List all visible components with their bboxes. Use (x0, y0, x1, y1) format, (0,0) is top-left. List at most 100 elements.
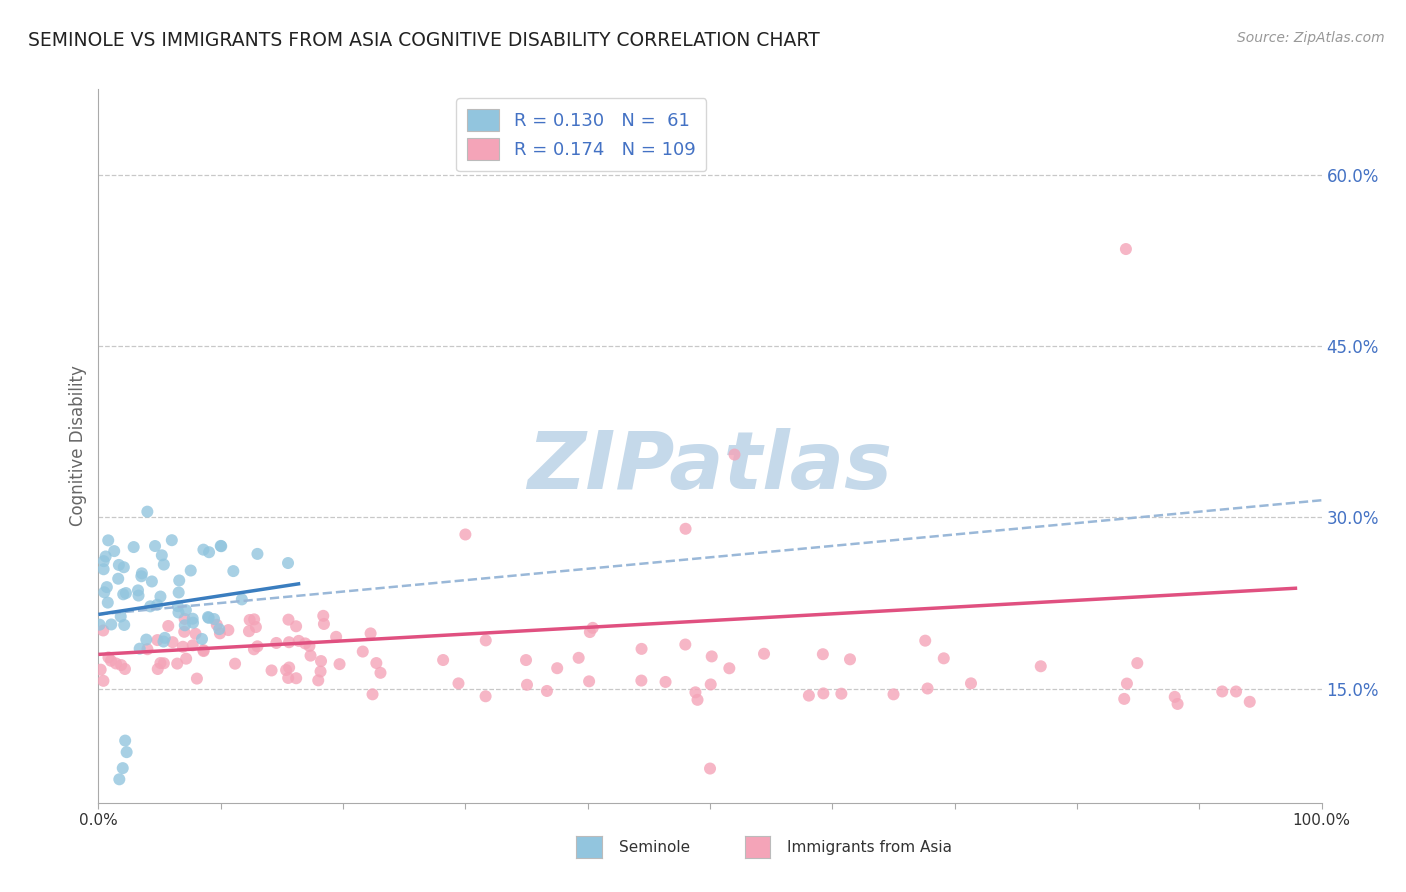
Point (153, 631, 176, 645)
Point (167, 606, 190, 620)
Point (312, 608, 335, 623)
Point (699, 677, 721, 691)
Point (197, 611, 219, 625)
Point (1211, 684, 1233, 698)
Text: Source: ZipAtlas.com: Source: ZipAtlas.com (1237, 31, 1385, 45)
Point (224, 657, 246, 671)
Point (135, 632, 157, 647)
Point (294, 636, 316, 650)
Point (162, 635, 184, 649)
Point (309, 654, 332, 668)
Point (208, 622, 231, 636)
Point (309, 665, 332, 679)
Point (277, 613, 299, 627)
Point (352, 644, 374, 658)
Point (149, 590, 172, 604)
Point (298, 639, 321, 653)
Point (883, 687, 905, 701)
Point (209, 539, 232, 553)
Point (231, 592, 253, 607)
Point (1114, 692, 1136, 706)
Point (285, 619, 308, 633)
Point (112, 618, 135, 632)
Point (474, 690, 496, 704)
Point (568, 650, 591, 665)
Point (152, 634, 174, 648)
Text: SEMINOLE VS IMMIGRANTS FROM ASIA COGNITIVE DISABILITY CORRELATION CHART: SEMINOLE VS IMMIGRANTS FROM ASIA COGNITI… (28, 31, 820, 50)
Point (1116, 676, 1139, 690)
Point (193, 643, 215, 657)
Point (370, 665, 392, 680)
Point (167, 585, 190, 599)
Point (96, 580, 118, 594)
Point (361, 687, 384, 701)
Point (131, 569, 153, 583)
Point (166, 657, 188, 671)
Text: Immigrants from Asia: Immigrants from Asia (787, 840, 952, 855)
Point (307, 673, 329, 688)
Point (266, 636, 288, 650)
Point (515, 653, 537, 667)
Point (813, 686, 835, 700)
Point (180, 564, 202, 578)
Point (1225, 684, 1247, 698)
Point (1126, 656, 1149, 670)
Point (432, 653, 454, 667)
Point (128, 589, 150, 603)
Point (202, 612, 225, 626)
Point (128, 641, 150, 656)
Point (285, 671, 308, 685)
Point (797, 689, 820, 703)
Point (718, 661, 741, 675)
Point (299, 648, 322, 663)
Point (193, 542, 215, 557)
Text: ZIPatlas: ZIPatlas (527, 428, 893, 507)
Point (110, 609, 132, 624)
Point (312, 617, 335, 632)
Point (277, 671, 299, 685)
Text: Seminole: Seminole (619, 840, 690, 855)
Point (112, 560, 135, 574)
Point (136, 642, 159, 657)
Point (97, 533, 120, 548)
Point (360, 626, 382, 640)
Point (97, 650, 120, 665)
Point (1029, 659, 1052, 673)
Point (278, 660, 301, 674)
Point (97, 596, 120, 610)
Point (114, 662, 136, 676)
Point (167, 574, 190, 588)
Point (89, 617, 111, 632)
Point (108, 772, 131, 787)
Point (1115, 242, 1137, 256)
Point (654, 675, 676, 690)
Point (153, 657, 176, 671)
Point (146, 662, 169, 676)
Point (90, 663, 112, 677)
Point (150, 549, 173, 563)
Point (149, 656, 172, 670)
Point (917, 681, 939, 696)
Point (193, 644, 215, 658)
Point (91, 624, 114, 638)
Y-axis label: Cognitive Disability: Cognitive Disability (69, 366, 87, 526)
Point (723, 448, 745, 462)
Point (93, 562, 115, 576)
Point (93, 673, 115, 688)
Point (153, 558, 176, 572)
Point (208, 626, 231, 640)
Point (110, 658, 132, 673)
Point (146, 598, 169, 612)
Point (960, 676, 983, 690)
Point (1167, 697, 1189, 711)
Point (122, 540, 145, 554)
Point (246, 547, 269, 561)
Point (243, 612, 266, 626)
Point (104, 657, 127, 671)
Point (578, 674, 600, 689)
Point (184, 627, 207, 641)
Point (107, 572, 129, 586)
Point (181, 615, 204, 630)
Point (516, 678, 538, 692)
Point (245, 620, 267, 634)
